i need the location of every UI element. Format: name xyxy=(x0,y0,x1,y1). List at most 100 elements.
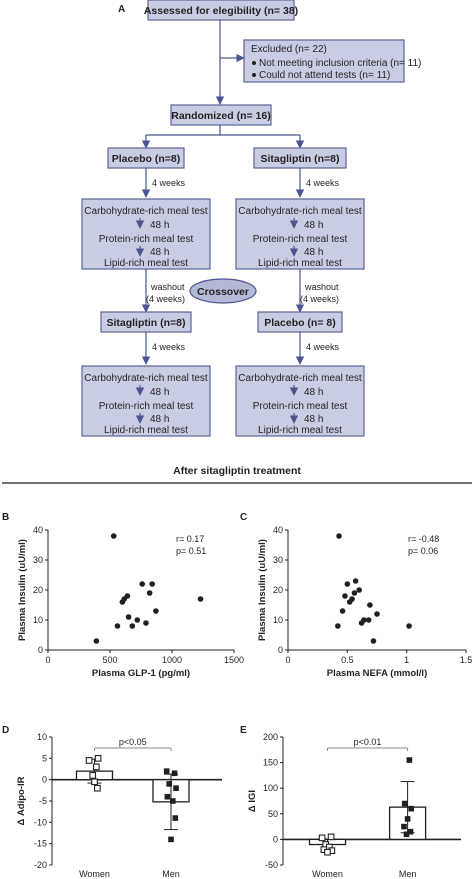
chart-b-point xyxy=(153,608,159,614)
chart-b-y-tick-label: 30 xyxy=(33,555,43,565)
meal-test-interval: 48 h xyxy=(150,414,169,425)
meal-test-interval: 48 h xyxy=(150,387,169,398)
chart-b-x-tick-label: 1500 xyxy=(224,655,244,665)
panel-label-a: A xyxy=(118,4,125,15)
excluded-box xyxy=(243,39,405,83)
chart-d-y-tick-label: -15 xyxy=(34,839,47,849)
chart-b-x-axis-label: Plasma GLP-1 (pg/ml) xyxy=(92,668,190,679)
chart-panel-e: 200 150 100 50 0 -50 Δ IGI Women Men p<0.01 xyxy=(247,732,461,879)
chart-panel-c: 0 10 20 30 40 0 0.5 1 1.5 Plasma NEFA (mmol/l) Pla… xyxy=(257,525,472,679)
meal-tests-box-top-left xyxy=(81,198,211,270)
chart-e-y-tick-label: 100 xyxy=(263,783,278,793)
chart-c-x-tick-label: 0 xyxy=(285,655,290,665)
meal-test-interval: 48 h xyxy=(150,220,169,231)
chart-c-point xyxy=(356,587,363,593)
chart-e-y-tick-label: 0 xyxy=(273,834,278,844)
chart-c-point xyxy=(349,596,355,602)
chart-c-y-tick-label: 30 xyxy=(273,555,283,565)
chart-e-point xyxy=(327,833,335,841)
chart-b-point xyxy=(197,596,204,602)
chart-e-y-tick-label: 50 xyxy=(268,809,278,819)
left-period-label-2: 4 weeks xyxy=(152,342,186,352)
chart-c-y-tick-label: 20 xyxy=(273,585,283,595)
chart-d-y-tick-label: 0 xyxy=(42,775,47,785)
chart-c-x-tick-label: 1.5 xyxy=(460,655,473,665)
chart-d-y-tick-label: 5 xyxy=(42,753,47,763)
meal-tests-box-bottom-left xyxy=(81,365,211,437)
chart-b-point xyxy=(149,581,155,587)
right-washout-period: (4 weeks) xyxy=(300,294,339,304)
chart-b-y-tick-label: 0 xyxy=(38,645,43,655)
chart-e-y-tick-label: -50 xyxy=(265,860,278,870)
crossover-label: Crossover xyxy=(197,286,249,298)
meal-test-carb: Carbohydrate-rich meal test xyxy=(84,373,208,384)
chart-b-point xyxy=(146,590,153,596)
left-period-label: 4 weeks xyxy=(152,178,186,188)
crossover-ellipse xyxy=(189,278,257,304)
panel-label-b: B xyxy=(2,512,9,523)
chart-c-stat-label: r= -0.48 xyxy=(408,534,439,544)
randomized-box xyxy=(170,104,272,126)
left-washout-period: (4 weeks) xyxy=(146,294,185,304)
chart-c-point xyxy=(336,533,342,539)
meal-test-lipid: Lipid-rich meal test xyxy=(258,425,342,436)
chart-c-point xyxy=(367,602,373,608)
chart-b-stat-label: p= 0.51 xyxy=(176,546,206,556)
arm-right-2-label: Placebo (n= 8) xyxy=(264,317,335,329)
chart-c-point xyxy=(339,608,346,614)
arm-left-2-label: Sitagliptin (n=8) xyxy=(106,317,185,329)
chart-e-significance-label: p<0.01 xyxy=(354,737,382,747)
chart-b-y-axis-label: Plasma Insulin (uU/ml) xyxy=(17,539,28,641)
chart-e-point xyxy=(318,834,326,842)
bullet-icon xyxy=(252,61,256,65)
chart-d-point xyxy=(168,836,174,843)
chart-b-point xyxy=(114,623,121,629)
chart-b-point xyxy=(134,617,141,623)
chart-c-y-axis-label: Plasma Insulin (uU/ml) xyxy=(257,539,268,641)
chart-d-point xyxy=(173,785,179,791)
panel-label-c: C xyxy=(240,512,247,523)
chart-e-category-label: Men xyxy=(399,869,417,879)
meal-test-interval: 48 h xyxy=(150,247,169,258)
chart-e-point xyxy=(403,831,410,838)
chart-d-point xyxy=(85,757,93,764)
meal-test-lipid: Lipid-rich meal test xyxy=(104,425,188,436)
chart-c-point xyxy=(365,617,372,623)
meal-test-interval: 48 h xyxy=(304,220,323,231)
chart-e-point xyxy=(407,828,414,835)
chart-d-category-label: Men xyxy=(162,869,180,879)
chart-c-point xyxy=(406,623,412,629)
chart-d-point xyxy=(164,793,171,800)
meal-test-carb: Carbohydrate-rich meal test xyxy=(84,206,208,217)
chart-b-point xyxy=(125,614,132,620)
right-period-label-2: 4 weeks xyxy=(306,342,340,352)
chart-e-point xyxy=(406,757,413,763)
chart-e-y-axis-label: Δ IGI xyxy=(247,790,258,812)
chart-e-category-label: Women xyxy=(312,869,343,879)
chart-c-point xyxy=(370,638,377,644)
chart-c-stat-label: p= 0.06 xyxy=(408,546,438,556)
arm-left-1-label: Placebo (n=8) xyxy=(112,153,181,165)
chart-d-point xyxy=(92,763,100,771)
chart-d-significance-label: p<0.05 xyxy=(119,737,147,747)
chart-d-y-tick-label: -10 xyxy=(34,817,47,827)
chart-d-point xyxy=(170,798,176,804)
chart-d-point xyxy=(89,772,97,779)
chart-e-y-tick-label: 150 xyxy=(263,758,278,768)
meal-test-lipid: Lipid-rich meal test xyxy=(104,258,188,269)
meal-tests-box-bottom-right xyxy=(235,365,365,437)
meal-test-protein: Protein-rich meal test xyxy=(253,401,348,412)
section-title: After sitagliptin treatment xyxy=(173,465,301,477)
chart-c-point xyxy=(374,611,380,617)
randomized-label: Randomized (n= 16) xyxy=(171,110,270,122)
chart-e-point xyxy=(404,816,411,822)
chart-b-stat-label: r= 0.17 xyxy=(176,534,204,544)
meal-test-interval: 48 h xyxy=(304,387,323,398)
chart-d-point xyxy=(166,781,172,787)
chart-c-point xyxy=(352,578,359,584)
excluded-label: Excluded (n= 22) xyxy=(251,44,327,55)
excluded-item-2: Could not attend tests (n= 11) xyxy=(259,70,390,81)
chart-b-x-tick-label: 1000 xyxy=(162,655,182,665)
meal-test-protein: Protein-rich meal test xyxy=(253,234,348,245)
chart-d-y-tick-label: -5 xyxy=(39,796,47,806)
